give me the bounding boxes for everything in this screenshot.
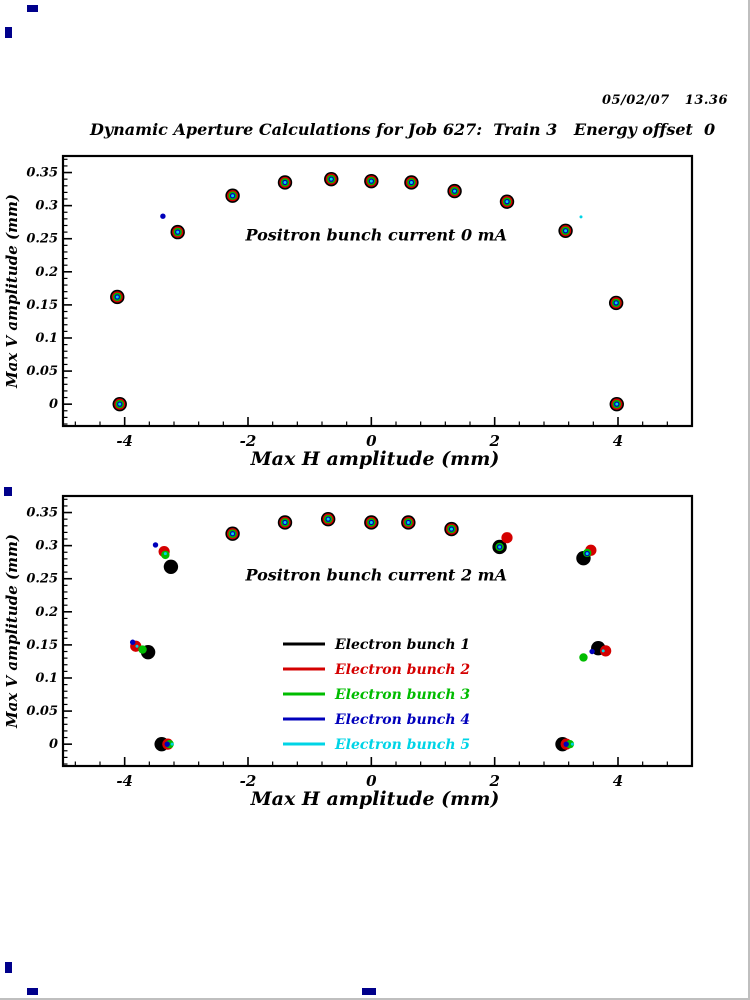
tick-label: 4: [613, 432, 623, 450]
tick-label: 0.3: [35, 539, 58, 554]
tick-label: 0.35: [26, 166, 58, 181]
corner-mark: [5, 962, 12, 973]
bottom-chart: -4 -2 0 2 4 0 0.05 0.1 0.15 0.2 0.25 0.3 0.35 Positro…: [26, 494, 694, 790]
data-point: [283, 520, 287, 524]
x-axis-label: Max H amplitude (mm): [250, 788, 500, 810]
tick-label: -4: [116, 432, 133, 450]
tick-label: 0.25: [26, 572, 58, 587]
data-point: [283, 180, 287, 184]
data-point: [176, 230, 180, 234]
panel-title: Positron bunch current 2 mA: [245, 566, 508, 585]
tick-label: 0.2: [35, 605, 58, 620]
data-point: [152, 542, 159, 548]
plot-frame: [61, 494, 694, 768]
data-point: [329, 177, 333, 181]
data-point: [601, 649, 605, 653]
corner-mark: [27, 5, 38, 12]
data-point: [115, 295, 119, 299]
legend-entry: Electron bunch 3: [334, 687, 470, 703]
data-point: [409, 180, 413, 184]
data-point: [231, 194, 235, 198]
tick-label: 0: [49, 737, 58, 752]
data-point: [589, 648, 595, 655]
tick-label: 0.15: [26, 638, 58, 653]
tick-label: 0: [366, 432, 377, 450]
tick-label: 0.05: [26, 364, 58, 379]
data-point: [570, 742, 574, 746]
date-stamp: 05/02/07 13.36: [601, 93, 728, 108]
legend-entry: Electron bunch 5: [334, 737, 470, 753]
tick-label: 0.05: [26, 704, 58, 719]
data-point: [369, 179, 373, 183]
panel-title: Positron bunch current 0 mA: [245, 226, 508, 245]
plot-frame: [61, 154, 694, 428]
data-point: [579, 653, 588, 662]
data-point: [406, 520, 410, 524]
data-point: [614, 301, 618, 305]
data-point: [170, 742, 174, 746]
top-panel: -4 -2 0 2 4 0 0.05 0.1 0.15 0.2 0.25 0.3 0.35 Positro…: [3, 148, 725, 478]
data-point: [164, 741, 170, 747]
data-point: [369, 520, 373, 524]
data-point: [138, 645, 147, 654]
tick-label: 0.15: [26, 298, 58, 313]
top-chart: -4 -2 0 2 4 0 0.05 0.1 0.15 0.2 0.25 0.3 0.35 Positro…: [26, 154, 694, 450]
data-point: [326, 517, 330, 521]
data-point: [505, 200, 509, 204]
data-point: [564, 229, 568, 233]
data-point: [118, 402, 122, 406]
tick-label: 0.1: [35, 671, 58, 686]
tick-label: 2: [488, 772, 499, 790]
tick-label: 0.3: [35, 199, 58, 214]
corner-mark: [362, 988, 376, 995]
corner-mark: [27, 988, 38, 995]
data-point: [135, 644, 139, 648]
data-point: [501, 532, 513, 544]
data-point: [579, 215, 583, 219]
data-point: [163, 559, 179, 575]
data-point: [600, 645, 612, 657]
x-axis-label: Max H amplitude (mm): [250, 448, 500, 470]
corner-mark: [5, 27, 12, 38]
tick-label: 0.1: [35, 331, 58, 346]
data-point: [129, 639, 136, 645]
tick-label: 0.2: [35, 265, 58, 280]
tick-label: 2: [488, 432, 499, 450]
legend-entry: Electron bunch 1: [334, 637, 470, 653]
tick-label: -2: [240, 432, 257, 450]
tick-label: -4: [116, 772, 133, 790]
data-point: [615, 402, 619, 406]
page-title: Dynamic Aperture Calculations for Job 62…: [90, 120, 716, 139]
legend-entry: Electron bunch 4: [334, 712, 470, 728]
bottom-panel: -4 -2 0 2 4 0 0.05 0.1 0.15 0.2 0.25 0.3 0.35 Positro…: [3, 488, 725, 818]
data-point: [163, 552, 167, 556]
tick-label: 0.25: [26, 232, 58, 247]
y-axis-label: Max V amplitude (mm): [3, 194, 21, 388]
data-point: [585, 552, 589, 556]
tick-label: 0: [49, 397, 58, 412]
tick-label: 0.35: [26, 506, 58, 521]
data-point: [453, 189, 457, 193]
tick-label: 4: [613, 772, 623, 790]
tick-label: -2: [240, 772, 257, 790]
legend-entry: Electron bunch 2: [334, 662, 470, 678]
data-point: [450, 527, 453, 531]
corner-mark: [4, 487, 12, 496]
y-axis-label: Max V amplitude (mm): [3, 534, 21, 728]
tick-label: 0: [366, 772, 377, 790]
data-point: [563, 741, 569, 747]
data-point: [231, 532, 235, 536]
data-point: [498, 545, 502, 549]
data-point: [160, 213, 166, 219]
